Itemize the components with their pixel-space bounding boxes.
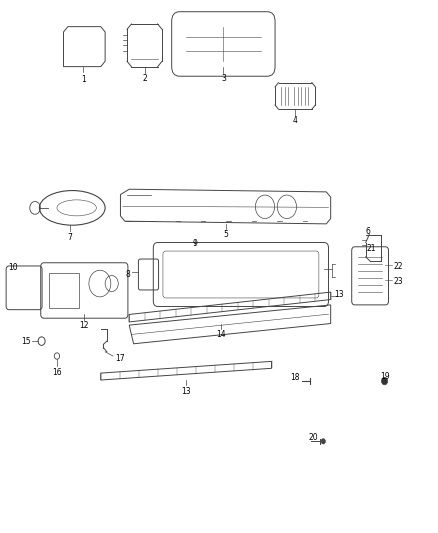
Text: 6: 6 bbox=[365, 227, 371, 236]
Text: 15: 15 bbox=[21, 337, 31, 346]
Text: 20: 20 bbox=[309, 433, 318, 442]
Text: 9: 9 bbox=[192, 239, 198, 248]
Text: 7: 7 bbox=[67, 233, 73, 243]
Text: 3: 3 bbox=[221, 74, 226, 83]
Text: 19: 19 bbox=[380, 372, 389, 381]
Text: 5: 5 bbox=[223, 230, 228, 239]
Text: 17: 17 bbox=[115, 354, 124, 363]
Bar bbox=[49, 273, 79, 308]
Text: 8: 8 bbox=[126, 270, 131, 279]
Circle shape bbox=[321, 439, 325, 444]
Text: 13: 13 bbox=[181, 387, 191, 396]
Text: 12: 12 bbox=[79, 321, 89, 330]
Text: 1: 1 bbox=[81, 75, 85, 84]
Text: 10: 10 bbox=[8, 263, 18, 272]
Text: 14: 14 bbox=[216, 330, 226, 340]
Text: 13: 13 bbox=[335, 290, 344, 300]
Circle shape bbox=[381, 377, 388, 385]
Text: 16: 16 bbox=[52, 368, 62, 377]
Text: 21: 21 bbox=[367, 244, 376, 253]
Text: 18: 18 bbox=[290, 373, 300, 382]
Text: 2: 2 bbox=[142, 74, 147, 83]
Text: 23: 23 bbox=[393, 277, 403, 286]
Text: 22: 22 bbox=[393, 262, 403, 271]
Text: 4: 4 bbox=[293, 116, 298, 125]
